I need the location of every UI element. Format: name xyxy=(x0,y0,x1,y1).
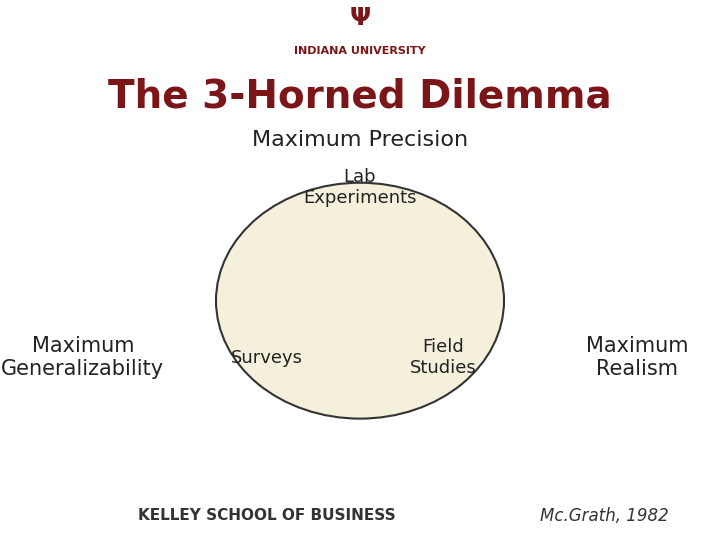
Text: Ψ: Ψ xyxy=(349,6,371,30)
Text: Mc.Grath, 1982: Mc.Grath, 1982 xyxy=(541,507,669,525)
Text: KELLEY SCHOOL OF BUSINESS: KELLEY SCHOOL OF BUSINESS xyxy=(138,508,395,523)
Text: Field
Studies: Field Studies xyxy=(410,338,476,377)
Text: INDIANA UNIVERSITY: INDIANA UNIVERSITY xyxy=(294,45,426,56)
Text: Surveys: Surveys xyxy=(230,348,302,367)
Text: Lab
Experiments: Lab Experiments xyxy=(303,168,417,207)
Text: Maximum
Realism: Maximum Realism xyxy=(586,336,688,379)
Text: The 3-Horned Dilemma: The 3-Horned Dilemma xyxy=(108,77,612,116)
Text: Maximum Precision: Maximum Precision xyxy=(252,130,468,150)
Ellipse shape xyxy=(216,183,504,418)
Text: Maximum
Generalizability: Maximum Generalizability xyxy=(1,336,164,379)
